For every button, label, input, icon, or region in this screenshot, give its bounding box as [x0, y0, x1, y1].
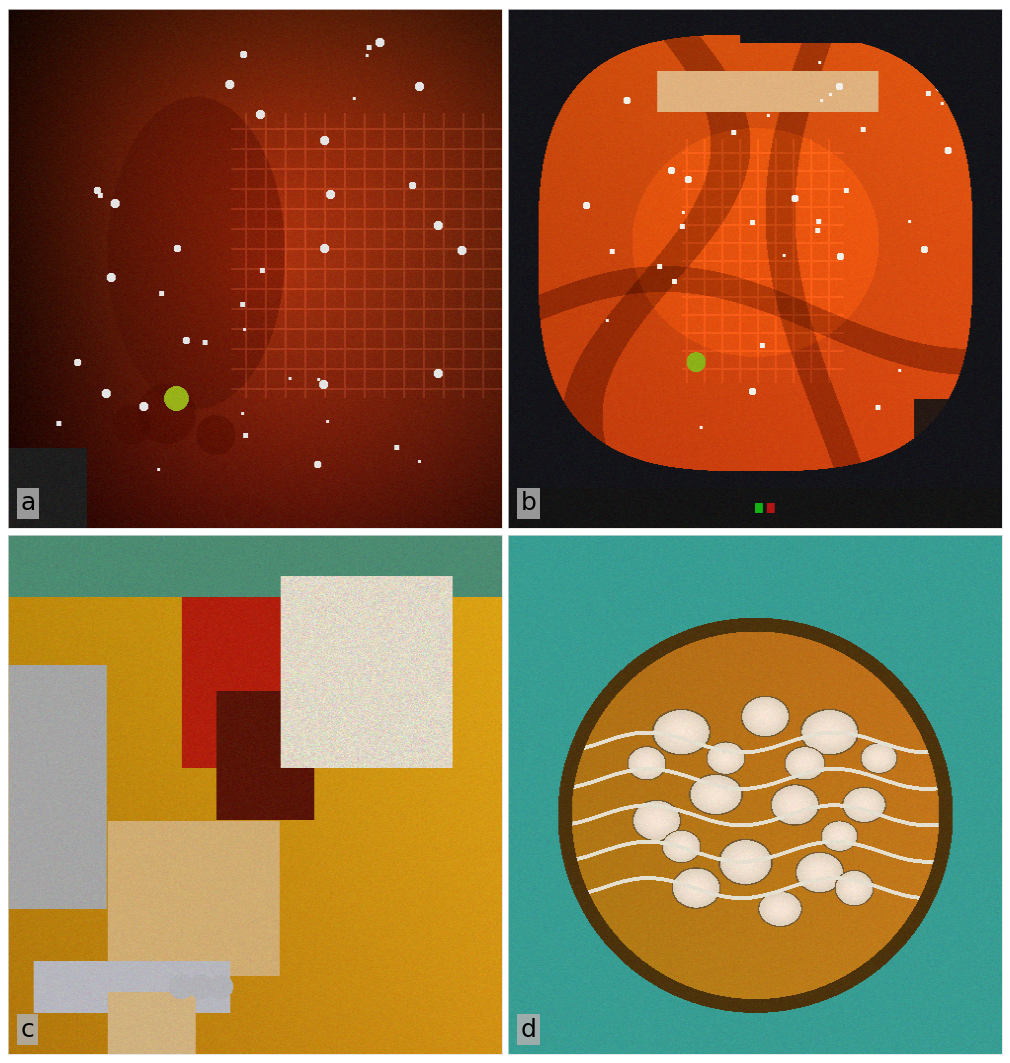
Text: a: a: [20, 491, 35, 516]
Text: b: b: [520, 491, 536, 516]
Text: d: d: [520, 1017, 536, 1042]
Text: c: c: [20, 1017, 34, 1042]
